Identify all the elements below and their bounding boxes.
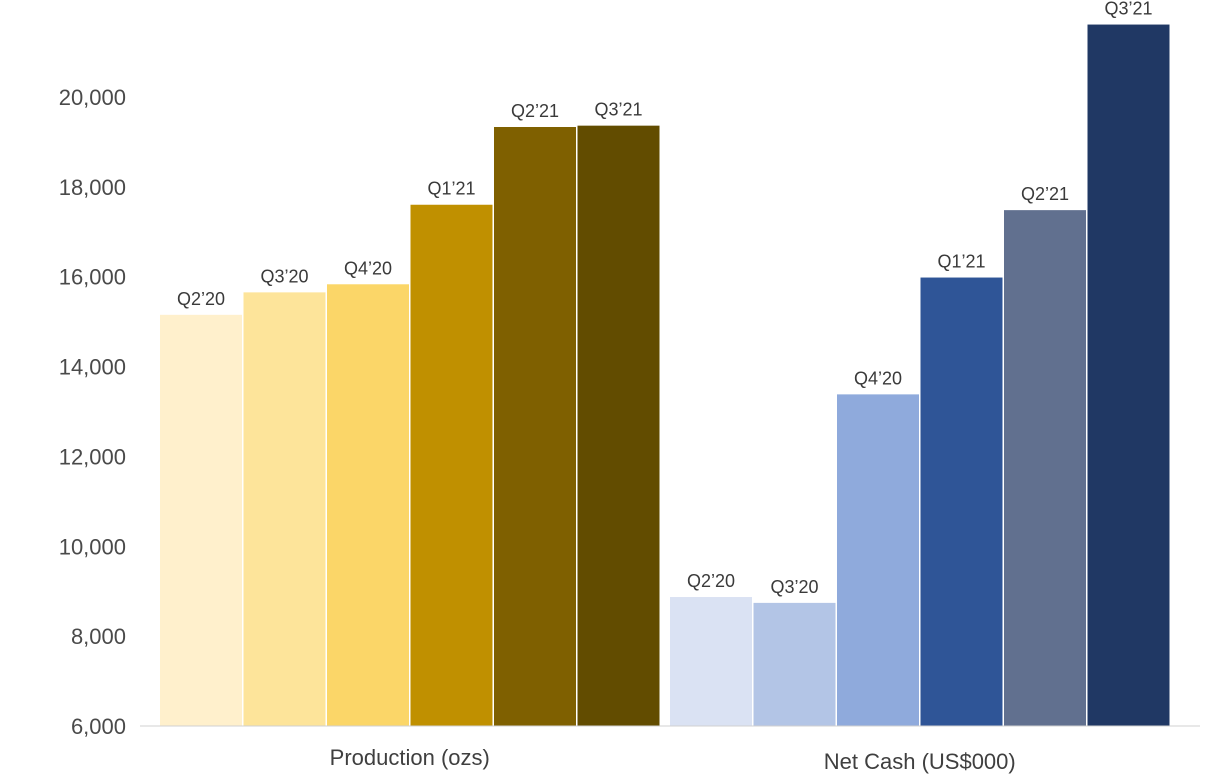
y-tick-label: 12,000: [59, 444, 126, 469]
data-label: Q4’20: [854, 368, 902, 388]
y-tick-label: 18,000: [59, 175, 126, 200]
bar: [753, 602, 836, 726]
y-axis: 6,000 8,000 10,000 12,000 14,000 16,000 18,000…: [59, 85, 126, 739]
y-tick-label: 10,000: [59, 534, 126, 559]
bar: [670, 597, 752, 726]
bar: [160, 314, 242, 726]
data-label: Q2’20: [177, 289, 225, 309]
data-label: Q2’20: [687, 571, 735, 591]
data-labels-layer: Q2’20 Q3’20 Q4’20 Q1’21 Q2’21 Q3’21 Q2’20 Q3’20…: [177, 0, 1153, 597]
y-tick-label: 6,000: [71, 714, 126, 739]
bar: [494, 127, 576, 726]
data-label: Q3’21: [1104, 0, 1152, 19]
data-label: Q2’21: [511, 101, 559, 121]
x-category-label: Net Cash (US$000): [824, 749, 1016, 774]
y-tick-label: 16,000: [59, 265, 126, 290]
bar: [327, 284, 409, 726]
data-label: Q4’20: [344, 258, 392, 278]
data-label: Q1’21: [427, 179, 475, 199]
bar: [1004, 210, 1086, 727]
y-tick-label: 14,000: [59, 355, 126, 380]
bar: [410, 204, 493, 726]
data-label: Q1’21: [937, 252, 985, 272]
y-tick-label: 8,000: [71, 624, 126, 649]
data-label: Q2’21: [1021, 184, 1069, 204]
bar: [577, 125, 660, 726]
bar: [837, 394, 919, 726]
bars-layer: [160, 24, 1170, 727]
bar: [243, 292, 326, 726]
data-label: Q3’21: [594, 100, 642, 120]
data-label: Q3’20: [770, 577, 818, 597]
group-labels-layer: Production (ozs) Net Cash (US$000): [330, 745, 1016, 774]
bar: [920, 277, 1003, 726]
bar: [1087, 24, 1170, 726]
y-tick-label: 20,000: [59, 85, 126, 110]
data-label: Q3’20: [260, 266, 308, 286]
x-category-label: Production (ozs): [330, 745, 490, 770]
